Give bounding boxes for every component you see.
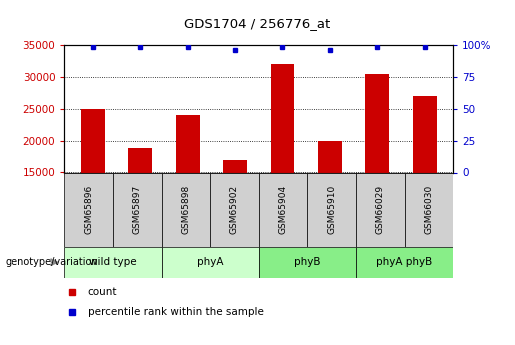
Text: GSM66030: GSM66030 — [424, 185, 434, 234]
Text: percentile rank within the sample: percentile rank within the sample — [88, 307, 264, 317]
Bar — [356, 247, 453, 278]
Bar — [162, 172, 210, 247]
Bar — [259, 247, 356, 278]
Bar — [366, 73, 389, 172]
Bar — [128, 148, 152, 172]
Text: GSM65898: GSM65898 — [181, 185, 191, 234]
Text: count: count — [88, 287, 117, 296]
Text: wild type: wild type — [89, 257, 137, 267]
Bar — [259, 172, 307, 247]
Bar — [64, 247, 162, 278]
Bar — [223, 160, 247, 172]
Text: GSM65896: GSM65896 — [84, 185, 93, 234]
Bar — [176, 115, 199, 172]
Bar — [405, 172, 453, 247]
Bar — [113, 172, 162, 247]
Bar — [162, 247, 259, 278]
Text: GSM66029: GSM66029 — [376, 185, 385, 234]
Text: phyA: phyA — [197, 257, 224, 267]
Bar — [307, 172, 356, 247]
Bar — [413, 96, 437, 172]
Text: GSM65904: GSM65904 — [279, 185, 287, 234]
Bar — [210, 172, 259, 247]
Bar — [81, 109, 105, 172]
Text: phyB: phyB — [294, 257, 321, 267]
Text: GDS1704 / 256776_at: GDS1704 / 256776_at — [184, 17, 331, 30]
Text: GSM65897: GSM65897 — [133, 185, 142, 234]
Text: GSM65910: GSM65910 — [327, 185, 336, 234]
Bar — [271, 64, 295, 172]
Bar — [64, 172, 113, 247]
Text: phyA phyB: phyA phyB — [376, 257, 433, 267]
Bar — [356, 172, 405, 247]
Text: GSM65902: GSM65902 — [230, 185, 239, 234]
Text: genotype/variation: genotype/variation — [5, 257, 98, 267]
Bar — [318, 141, 342, 172]
